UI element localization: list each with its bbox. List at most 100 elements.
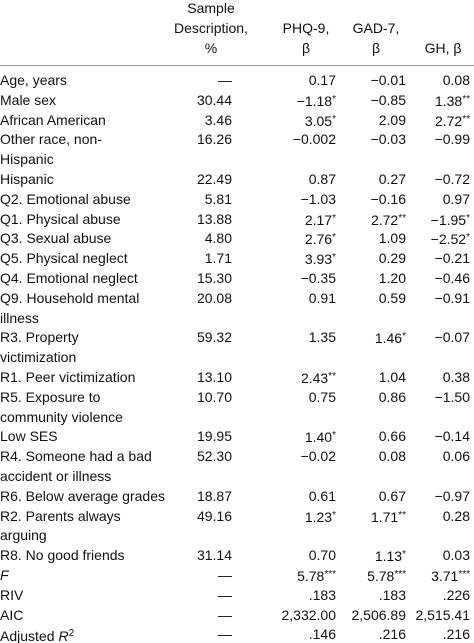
cell-value: −0.85 [370, 91, 406, 108]
cell: — [132, 70, 232, 90]
cell-value: — [218, 72, 232, 88]
row-label: African American [0, 111, 106, 128]
cell: 0.28 [370, 506, 470, 526]
cell: 31.14 [132, 545, 232, 565]
cell: −0.91 [370, 288, 470, 308]
cell-value: −0.01 [370, 72, 406, 88]
cell: −0.07 [370, 327, 470, 347]
cell: 2.76* [236, 228, 336, 249]
cell-value: 2.72 [370, 211, 399, 228]
cell: .226 [370, 585, 470, 605]
row-label: Q3. Sexual abuse [0, 230, 112, 247]
cell: .183 [306, 585, 406, 605]
cell-value: 18.87 [196, 487, 232, 504]
significance: ** [398, 212, 406, 224]
cell: 3.93* [236, 248, 336, 269]
cell: 0.97 [370, 189, 470, 209]
cell: −0.14 [370, 426, 470, 446]
cell: 2.72** [306, 209, 406, 230]
cell: 3.71*** [370, 565, 470, 586]
cell-value: 2.76 [304, 231, 333, 248]
cell: 5.78*** [306, 565, 406, 586]
cell-value: 59.32 [196, 329, 232, 346]
cell: −2.52* [370, 228, 470, 249]
cell-value: −1.95 [430, 211, 467, 228]
significance: * [332, 509, 336, 521]
cell-value: 0.70 [308, 547, 336, 564]
cell-value: .216 [378, 626, 406, 643]
cell-value: 13.88 [196, 210, 232, 227]
cell: 1.46* [306, 327, 406, 348]
row-label: R3. Property [0, 329, 79, 346]
cell-value: .226 [442, 586, 470, 603]
cell-value: 0.86 [378, 388, 406, 405]
cell-value: −0.72 [434, 171, 470, 187]
cell: 2.17* [236, 209, 336, 230]
cell-value: 5.81 [204, 190, 232, 207]
row-label: R5. Exposure to [0, 388, 101, 405]
significance: * [332, 252, 336, 264]
cell-value: 0.06 [442, 448, 470, 465]
cell-value: −0.35 [300, 270, 336, 286]
cell: 13.10 [132, 367, 232, 387]
cell: 0.27 [306, 169, 406, 189]
significance: ** [462, 113, 470, 125]
cell-value: 3.46 [204, 111, 232, 128]
row-label: Q2. Emotional abuse [0, 190, 131, 207]
significance: * [466, 232, 470, 244]
cell-value: 1.23 [304, 508, 333, 525]
cell-value: 0.91 [308, 289, 336, 306]
row-label: Other race, non- [0, 131, 102, 148]
column-header: PHQ-9, [282, 20, 330, 36]
cell: 3.05* [236, 110, 336, 131]
cell: 1.71** [306, 506, 406, 527]
cell-value: −0.002 [292, 131, 336, 148]
cell-value: −1.03 [300, 190, 336, 207]
cell: 2,506.89 [306, 605, 407, 625]
cell-value: 19.95 [196, 428, 232, 445]
significance: * [332, 430, 336, 442]
cell-value: — [218, 626, 232, 643]
cell: 15.30 [132, 268, 232, 288]
cell-value: .183 [308, 586, 336, 603]
significance: * [466, 212, 470, 224]
cell-value: 0.67 [378, 487, 406, 504]
cell-value: 2.43 [300, 370, 329, 386]
cell-value: 1.46 [374, 330, 403, 347]
cell-value: 0.03 [442, 547, 470, 564]
cell: 30.44 [132, 90, 232, 110]
cell: −0.97 [370, 486, 470, 506]
cell: 0.08 [370, 70, 470, 90]
column-header: GAD-7, [352, 20, 400, 36]
cell-value: 0.17 [308, 72, 336, 88]
cell: — [132, 565, 232, 585]
significance: *** [324, 569, 336, 580]
cell-value: 1.71 [204, 250, 232, 267]
cell-value: — [218, 586, 232, 603]
column-header: Sample [187, 0, 235, 16]
cell: −0.16 [306, 189, 406, 209]
row-label: victimization [0, 349, 77, 366]
cell-value: 22.49 [196, 171, 232, 187]
cell: −0.72 [370, 169, 470, 189]
cell: −0.35 [236, 268, 336, 288]
cell: 0.91 [236, 288, 336, 308]
cell: 0.86 [306, 387, 406, 407]
cell: 0.66 [306, 426, 406, 446]
cell-value: 1.38 [434, 92, 463, 109]
row-label-italic: F [0, 567, 9, 583]
cell-value: 0.08 [378, 448, 406, 465]
cell-value: 0.28 [442, 507, 470, 524]
cell-value: 2,332.00 [281, 606, 337, 623]
cell: 0.08 [306, 446, 406, 466]
cell-value: 1.04 [378, 369, 406, 385]
cell: .146 [236, 624, 336, 643]
cell: −1.18* [236, 90, 336, 111]
row-label: RIV [0, 586, 24, 603]
cell-value: 0.29 [378, 250, 406, 267]
significance: * [332, 232, 336, 244]
row-label: community violence [0, 408, 123, 425]
cell-value: 1.09 [378, 230, 406, 247]
cell: .216 [306, 624, 406, 643]
